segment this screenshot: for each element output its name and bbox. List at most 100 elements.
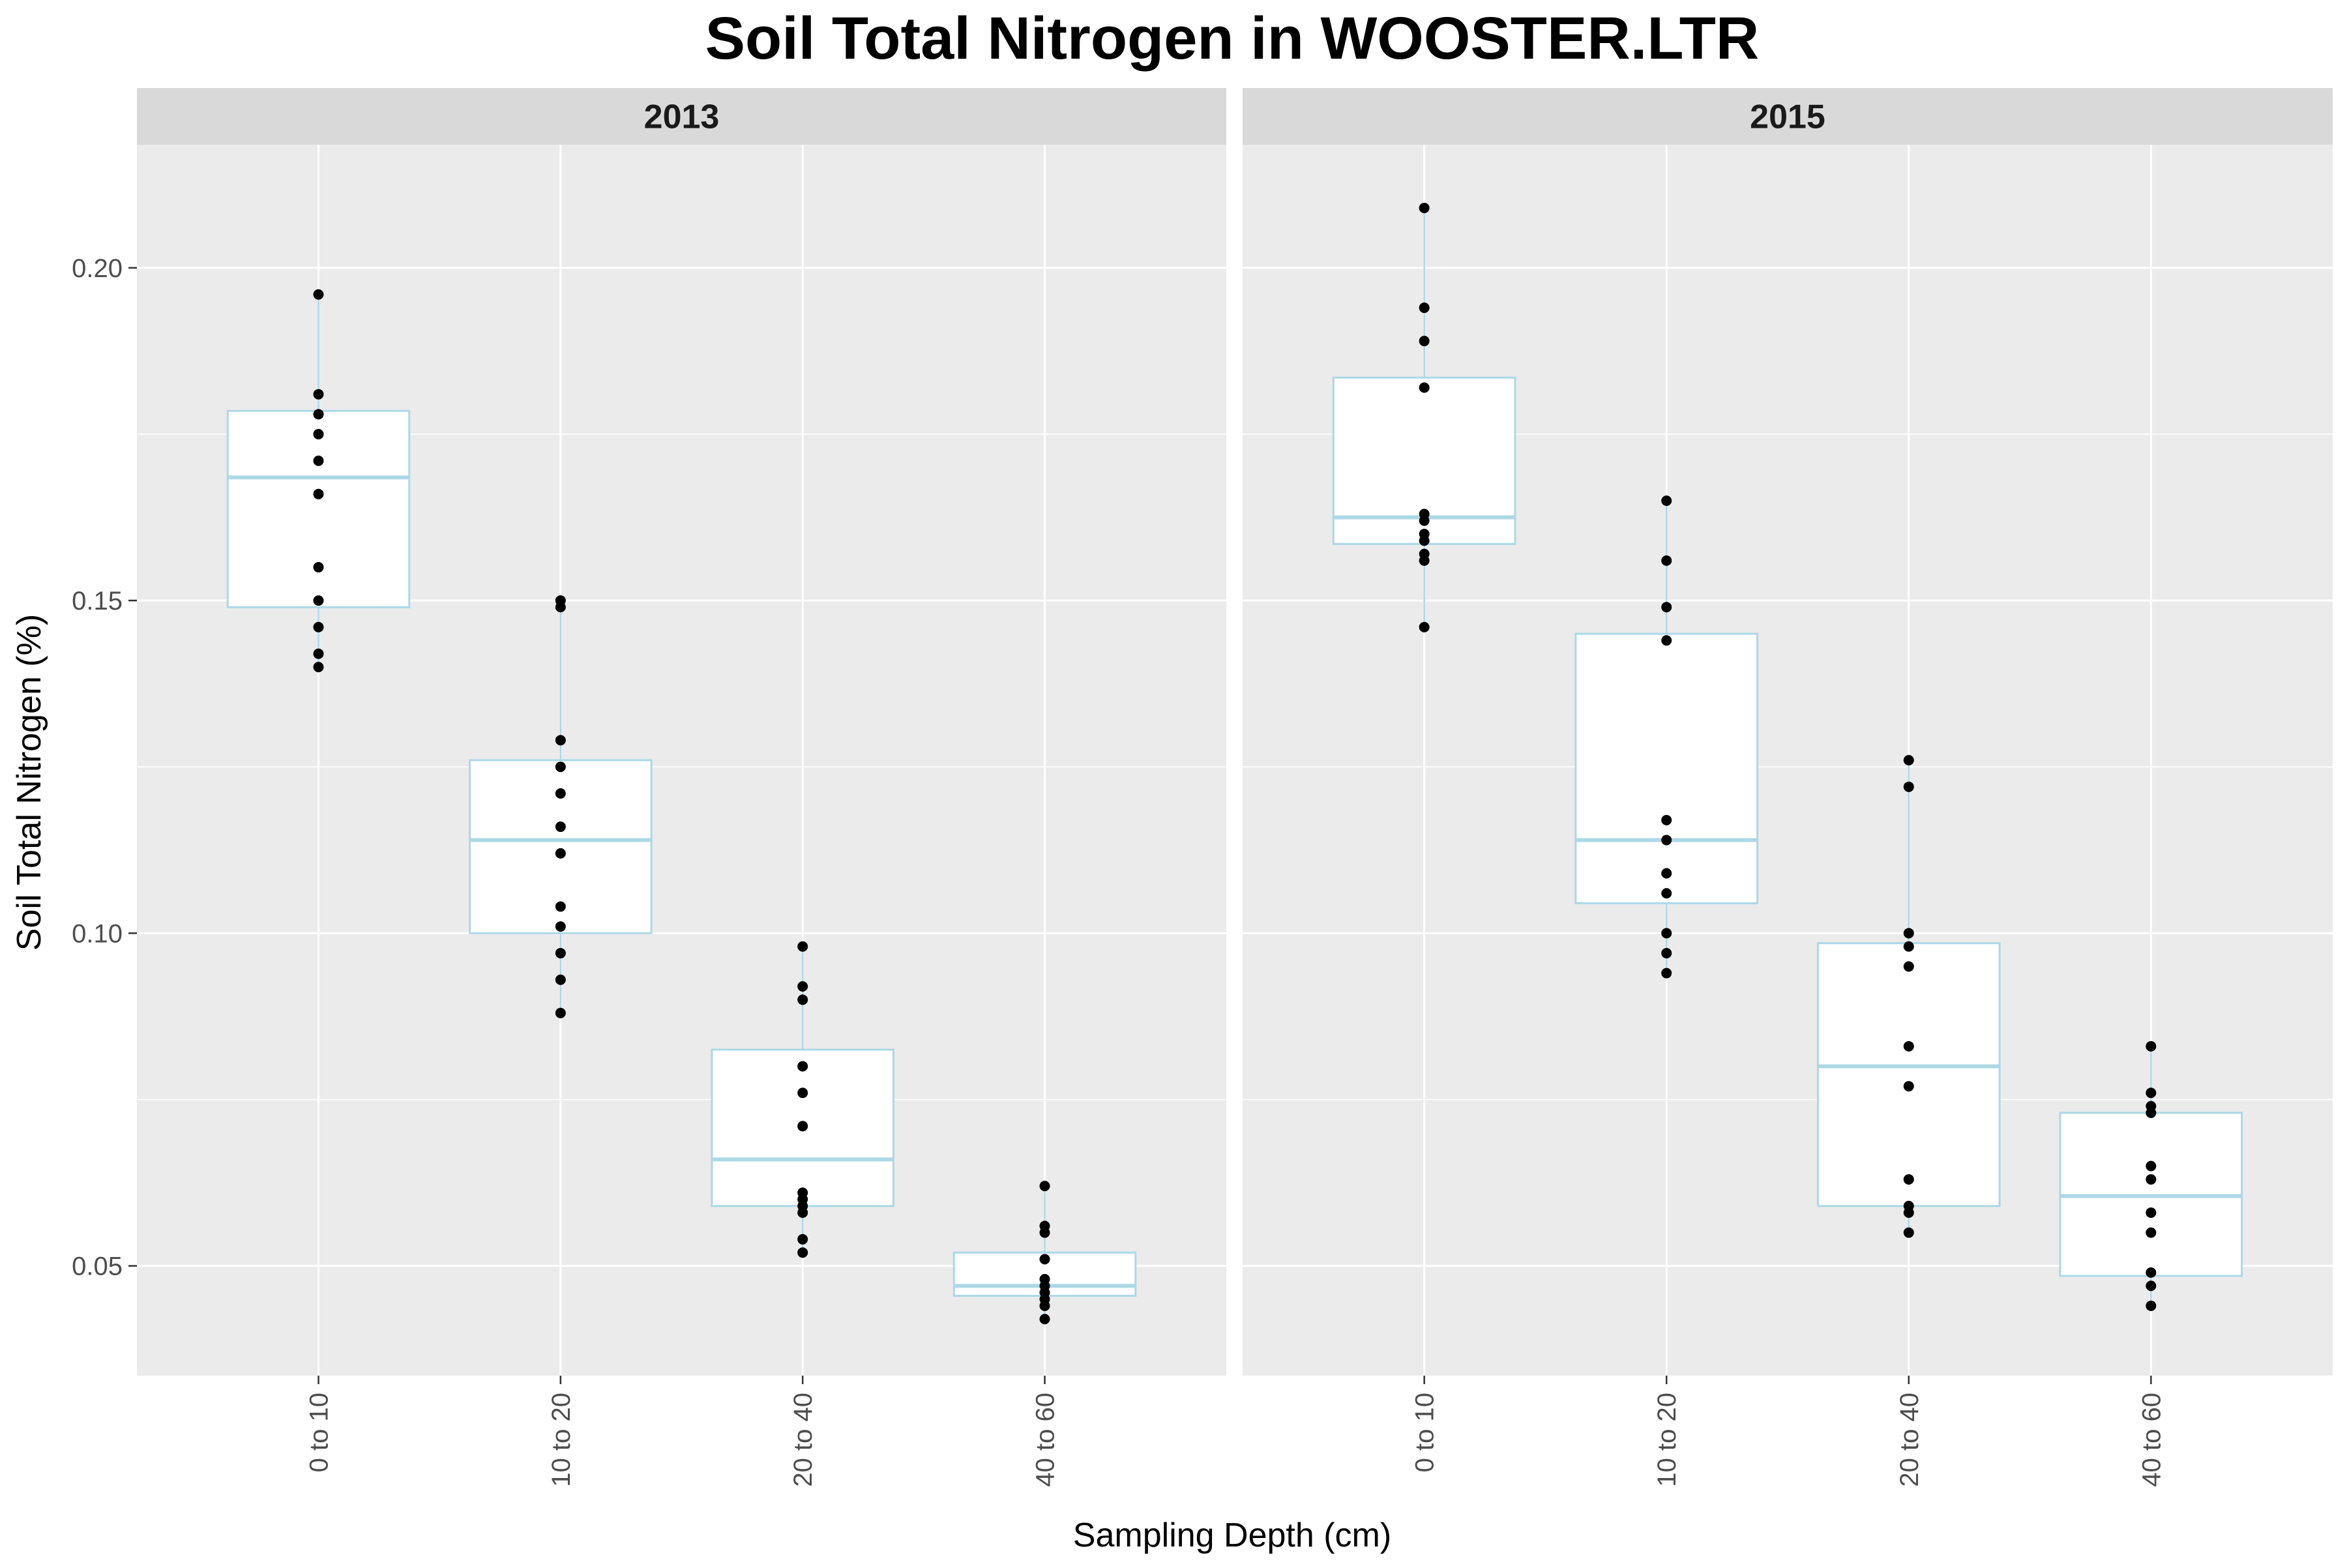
data-point	[555, 848, 566, 859]
data-point	[313, 455, 324, 466]
chart-title: Soil Total Nitrogen in WOOSTER.LTR	[705, 5, 1760, 72]
y-axis-title: Soil Total Nitrogen (%)	[10, 614, 48, 951]
y-tick-label: 0.15	[72, 587, 123, 615]
data-point	[555, 921, 566, 932]
x-axis-title: Sampling Depth (cm)	[1073, 1516, 1391, 1554]
data-point	[2146, 1087, 2157, 1099]
data-point	[1419, 336, 1430, 347]
data-point	[1419, 535, 1430, 546]
data-point	[313, 662, 324, 673]
data-point	[1661, 968, 1672, 979]
x-tick-label: 40 to 60	[1031, 1393, 1060, 1487]
data-point	[797, 1247, 808, 1258]
data-point	[1419, 515, 1430, 526]
data-point	[2146, 1280, 2157, 1292]
data-point	[1903, 1041, 1914, 1052]
facet-strip	[1243, 88, 2333, 145]
x-tick-label: 10 to 20	[547, 1393, 576, 1487]
y-tick-label: 0.20	[72, 254, 123, 283]
data-point	[2146, 1267, 2157, 1278]
data-point	[1903, 941, 1914, 952]
data-point	[1661, 947, 1672, 958]
panel-background	[137, 145, 1226, 1376]
facet-strip	[137, 88, 1226, 145]
facet-strip-label: 2013	[644, 98, 720, 136]
data-point	[313, 488, 324, 499]
data-point	[555, 762, 566, 773]
data-point	[2146, 1107, 2157, 1118]
x-tick-label: 10 to 20	[1653, 1393, 1681, 1487]
data-point	[313, 621, 324, 632]
y-tick-label: 0.10	[72, 919, 123, 948]
data-point	[1903, 928, 1914, 939]
data-point	[1039, 1227, 1050, 1238]
data-point	[313, 389, 324, 400]
box-2013-40-to-60	[952, 1181, 1137, 1325]
box-iqr	[1574, 632, 1759, 904]
data-point	[1903, 1081, 1914, 1092]
box-2015-10-to-20	[1574, 495, 1759, 979]
box-2013-20-to-40	[711, 941, 894, 1258]
data-point	[1419, 303, 1430, 314]
data-point	[1039, 1254, 1050, 1265]
data-point	[2146, 1041, 2157, 1052]
data-point	[313, 648, 324, 659]
data-point	[1661, 495, 1672, 506]
x-tick-label: 0 to 10	[1411, 1393, 1439, 1472]
data-point	[555, 974, 566, 985]
data-point	[1039, 1300, 1050, 1311]
data-point	[1661, 602, 1672, 613]
data-point	[313, 595, 324, 606]
data-point	[313, 428, 324, 439]
facet-panel-2015: 2015 0 to 10 10 to 20 20 to 40 40 to 60	[1243, 88, 2333, 1487]
box-iqr	[226, 409, 411, 608]
data-point	[797, 981, 808, 992]
data-point	[2146, 1207, 2157, 1218]
data-point	[797, 1121, 808, 1132]
data-point	[1903, 1207, 1914, 1218]
data-point	[797, 1061, 808, 1072]
data-point	[313, 289, 324, 300]
data-point	[1419, 555, 1430, 566]
box-2013-10-to-20	[469, 595, 653, 1018]
data-point	[2146, 1161, 2157, 1172]
data-point	[555, 821, 566, 833]
data-point	[2146, 1227, 2157, 1238]
box-2015-40-to-60	[2059, 1041, 2243, 1311]
data-point	[1419, 621, 1430, 632]
data-point	[1661, 928, 1672, 939]
x-tick-label: 20 to 40	[1895, 1393, 1924, 1487]
x-tick-label: 0 to 10	[305, 1393, 334, 1472]
data-point	[1039, 1181, 1050, 1192]
data-point	[555, 947, 566, 958]
facet-panel-2013: 2013 0 to 10 10 to 20 20 to 40 40 to 60	[137, 88, 1226, 1487]
data-point	[555, 1007, 566, 1018]
data-point	[555, 602, 566, 613]
data-point	[2146, 1174, 2157, 1185]
data-point	[1903, 1227, 1914, 1238]
data-point	[797, 994, 808, 1005]
box-2015-0-to-10	[1332, 202, 1516, 632]
facet-strip-label: 2015	[1750, 98, 1825, 136]
data-point	[797, 1207, 808, 1218]
data-point	[797, 1234, 808, 1245]
data-point	[555, 788, 566, 799]
box-2013-0-to-10	[226, 289, 411, 673]
data-point	[555, 735, 566, 746]
data-point	[1661, 888, 1672, 899]
x-tick-label: 40 to 60	[2137, 1393, 2166, 1487]
data-point	[1661, 835, 1672, 846]
data-point	[1661, 868, 1672, 879]
data-point	[797, 941, 808, 952]
x-tick-label: 20 to 40	[789, 1393, 818, 1487]
data-point	[1903, 961, 1914, 972]
data-point	[1661, 814, 1672, 825]
data-point	[1039, 1314, 1050, 1325]
data-point	[313, 409, 324, 420]
data-point	[1661, 555, 1672, 566]
data-point	[1661, 635, 1672, 646]
data-point	[1419, 382, 1430, 393]
data-point	[797, 1087, 808, 1099]
